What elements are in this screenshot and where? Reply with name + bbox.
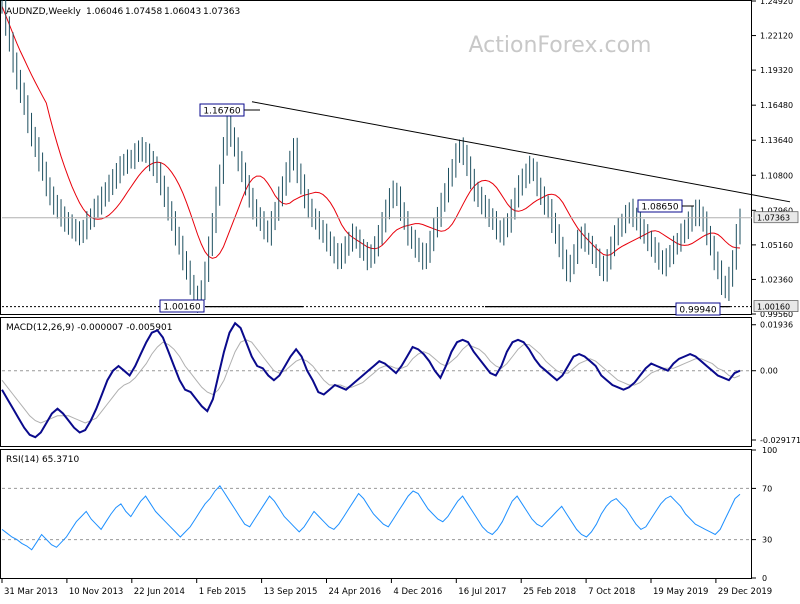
annotation-label: 0.99940 xyxy=(679,306,716,316)
price-y-tick-label: 1.07960 xyxy=(760,206,793,215)
macd-title: MACD(12,26,9) -0.000007 -0.005901 xyxy=(6,323,172,333)
current-price-box xyxy=(753,211,799,224)
rsi-y-tick-label: 0 xyxy=(762,574,767,583)
x-tick-label: 22 Jun 2014 xyxy=(134,587,185,597)
price-title: AUDNZD,Weekly xyxy=(6,7,82,17)
x-tick-label: 25 Feb 2018 xyxy=(523,587,576,597)
ohlc-close: 1.07363 xyxy=(203,7,240,17)
rsi-y-tick-label: 30 xyxy=(762,536,772,545)
price-y-tick-label: 1.22120 xyxy=(760,32,793,41)
rsi-y-tick-label: 100 xyxy=(762,446,777,455)
rsi-panel-frame xyxy=(0,449,752,579)
ohlc-header: 1.06046 1.07458 1.06043 1.07363 xyxy=(86,7,240,17)
ohlc-high: 1.07458 xyxy=(125,7,162,17)
x-tick-label: 24 Apr 2016 xyxy=(329,587,382,597)
current-price-label: 1.07363 xyxy=(757,214,790,223)
price-y-tick-label: 1.05160 xyxy=(760,241,793,250)
annotation-label: 1.16760 xyxy=(203,107,240,117)
macd-line xyxy=(1,321,741,439)
support-price-label: 1.00160 xyxy=(757,303,790,312)
x-tick-label: 4 Dec 2016 xyxy=(393,587,442,597)
x-tick-label: 13 Sep 2015 xyxy=(264,587,318,597)
price-y-tick-label: 1.24920 xyxy=(760,0,793,6)
price-y-tick-label: 0.99560 xyxy=(760,310,793,319)
macd-y-tick-label: 0.00 xyxy=(760,367,778,376)
resistance-trendline xyxy=(251,101,791,203)
x-tick-label: 10 Nov 2013 xyxy=(69,587,123,597)
x-tick-label: 7 Oct 2018 xyxy=(588,587,635,597)
x-tick-label: 16 Jul 2017 xyxy=(458,587,506,597)
watermark: ActionForex.com xyxy=(469,33,652,58)
macd-panel-frame xyxy=(0,317,752,447)
rsi-title: RSI(14) 65.3710 xyxy=(6,455,79,465)
ohlc-low: 1.06043 xyxy=(164,7,201,17)
annotation-label: 1.08650 xyxy=(641,203,678,213)
rsi-line xyxy=(1,484,741,551)
macd-signal-line xyxy=(1,339,741,424)
price-y-tick-label: 1.13640 xyxy=(760,136,793,145)
price-series: 1.16760 1.08650 1.00160 0.99940 xyxy=(1,0,791,316)
price-y-tick-label: 1.02360 xyxy=(760,275,793,284)
price-y-tick-label: 1.10800 xyxy=(760,171,793,180)
annotation-box xyxy=(159,299,205,313)
price-panel-frame xyxy=(0,0,752,315)
macd-y-tick-label: 0.01936 xyxy=(760,321,793,330)
x-tick-label: 29 Dec 2019 xyxy=(718,587,772,597)
rsi-y-tick-label: 70 xyxy=(762,484,772,493)
price-y-tick-label: 1.19320 xyxy=(760,66,793,75)
macd-y-tick-label: -0.029171 xyxy=(760,436,800,445)
rsi-series xyxy=(1,484,752,551)
annotation-box xyxy=(675,302,721,316)
price-y-tick-label: 1.16480 xyxy=(760,101,793,110)
support-price-box xyxy=(753,300,799,312)
annotation-label: 1.00160 xyxy=(163,303,200,313)
x-tick-label: 19 May 2019 xyxy=(653,587,708,597)
ohlc-open: 1.06046 xyxy=(86,7,123,17)
macd-series xyxy=(1,321,752,439)
x-tick-label: 31 Mar 2013 xyxy=(4,587,58,597)
x-tick-label: 1 Feb 2015 xyxy=(199,587,247,597)
